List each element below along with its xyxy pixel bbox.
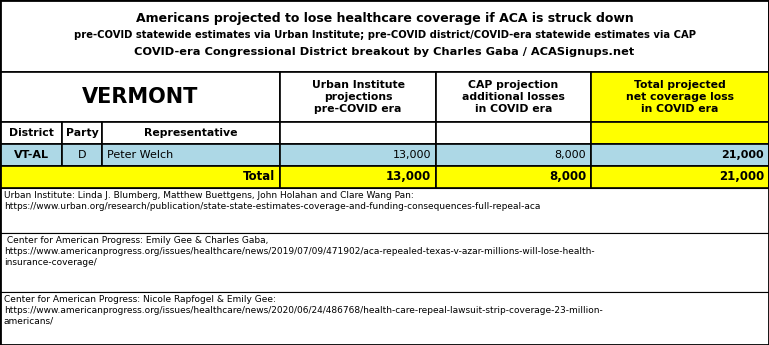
Text: 21,000: 21,000 bbox=[721, 150, 764, 160]
Bar bbox=[102, 144, 280, 166]
Text: Americans projected to lose healthcare coverage if ACA is struck down: Americans projected to lose healthcare c… bbox=[135, 12, 634, 25]
Text: 13,000: 13,000 bbox=[386, 170, 431, 184]
Bar bbox=[0, 166, 280, 188]
Bar bbox=[280, 144, 436, 166]
Text: CAP projection
additional losses
in COVID era: CAP projection additional losses in COVI… bbox=[462, 80, 565, 115]
Text: VERMONT: VERMONT bbox=[82, 87, 198, 107]
Bar bbox=[0, 188, 769, 233]
Bar bbox=[591, 122, 769, 144]
Text: VT-AL: VT-AL bbox=[14, 150, 48, 160]
Bar bbox=[591, 144, 769, 166]
Text: Center for American Progress: Emily Gee & Charles Gaba,
https://www.americanprog: Center for American Progress: Emily Gee … bbox=[4, 236, 594, 267]
Text: District: District bbox=[8, 128, 53, 138]
Bar bbox=[0, 122, 62, 144]
Text: D: D bbox=[78, 150, 86, 160]
Bar bbox=[280, 166, 436, 188]
Bar bbox=[0, 0, 769, 72]
Text: COVID-era Congressional District breakout by Charles Gaba / ACASignups.net: COVID-era Congressional District breakou… bbox=[135, 47, 634, 57]
Bar bbox=[436, 144, 591, 166]
Bar bbox=[591, 166, 769, 188]
Text: 8,000: 8,000 bbox=[554, 150, 586, 160]
Bar bbox=[0, 72, 280, 122]
Bar bbox=[102, 122, 280, 144]
Text: Total projected
net coverage loss
in COVID era: Total projected net coverage loss in COV… bbox=[626, 80, 734, 115]
Text: Representative: Representative bbox=[145, 128, 238, 138]
Text: Total: Total bbox=[243, 170, 275, 184]
Bar bbox=[0, 233, 769, 292]
Text: 8,000: 8,000 bbox=[549, 170, 586, 184]
Bar bbox=[62, 122, 102, 144]
Bar bbox=[436, 122, 591, 144]
Bar bbox=[0, 144, 62, 166]
Bar bbox=[591, 72, 769, 122]
Bar bbox=[0, 292, 769, 345]
Text: Center for American Progress: Nicole Rapfogel & Emily Gee:
https://www.americanp: Center for American Progress: Nicole Rap… bbox=[4, 295, 603, 326]
Bar bbox=[436, 166, 591, 188]
Text: Peter Welch: Peter Welch bbox=[107, 150, 173, 160]
Bar bbox=[436, 72, 591, 122]
Bar bbox=[280, 72, 436, 122]
Bar bbox=[280, 122, 436, 144]
Text: Urban Institute
projections
pre-COVID era: Urban Institute projections pre-COVID er… bbox=[311, 80, 404, 115]
Bar bbox=[62, 144, 102, 166]
Text: pre-COVID statewide estimates via Urban Institute; pre-COVID district/COVID-era : pre-COVID statewide estimates via Urban … bbox=[74, 30, 695, 40]
Text: 13,000: 13,000 bbox=[392, 150, 431, 160]
Text: 21,000: 21,000 bbox=[719, 170, 764, 184]
Text: Party: Party bbox=[65, 128, 98, 138]
Text: Urban Institute: Linda J. Blumberg, Matthew Buettgens, John Holahan and Clare Wa: Urban Institute: Linda J. Blumberg, Matt… bbox=[4, 191, 541, 211]
